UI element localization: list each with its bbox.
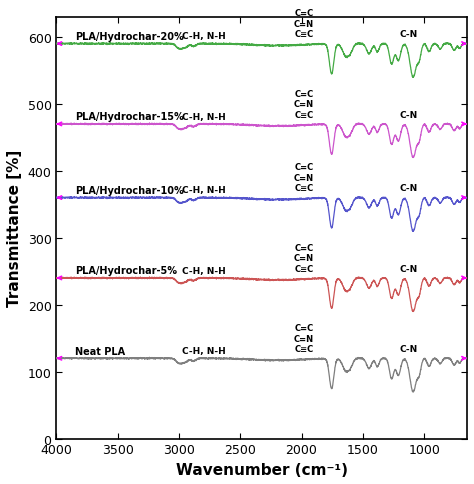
Text: C-N: C-N (399, 30, 417, 39)
Text: C-H, N-H: C-H, N-H (182, 186, 225, 195)
Text: C=C
C=N
C≡C: C=C C=N C≡C (294, 163, 314, 193)
Text: C=C
C=N
C≡C: C=C C=N C≡C (294, 9, 314, 39)
Y-axis label: Transmittance [%]: Transmittance [%] (7, 150, 22, 307)
Text: C-N: C-N (399, 264, 417, 273)
Text: Neat PLA: Neat PLA (75, 346, 125, 356)
Text: C-H, N-H: C-H, N-H (182, 346, 225, 355)
Text: C-H, N-H: C-H, N-H (182, 32, 225, 41)
Text: PLA/Hydrochar-20%: PLA/Hydrochar-20% (75, 32, 183, 42)
Text: C=C
C=N
C≡C: C=C C=N C≡C (294, 323, 314, 353)
Text: C-N: C-N (399, 184, 417, 193)
Text: C=C
C=N
C≡C: C=C C=N C≡C (294, 90, 314, 120)
Text: C-N: C-N (399, 110, 417, 120)
Text: PLA/Hydrochar-5%: PLA/Hydrochar-5% (75, 266, 177, 276)
Text: C-N: C-N (399, 344, 417, 353)
Text: C-H, N-H: C-H, N-H (182, 266, 225, 275)
Text: PLA/Hydrochar-10%: PLA/Hydrochar-10% (75, 185, 183, 196)
Text: C-H, N-H: C-H, N-H (182, 112, 225, 121)
Text: PLA/Hydrochar-15%: PLA/Hydrochar-15% (75, 112, 183, 122)
X-axis label: Wavenumber (cm⁻¹): Wavenumber (cm⁻¹) (176, 462, 348, 477)
Text: C=C
C=N
C≡C: C=C C=N C≡C (294, 243, 314, 273)
